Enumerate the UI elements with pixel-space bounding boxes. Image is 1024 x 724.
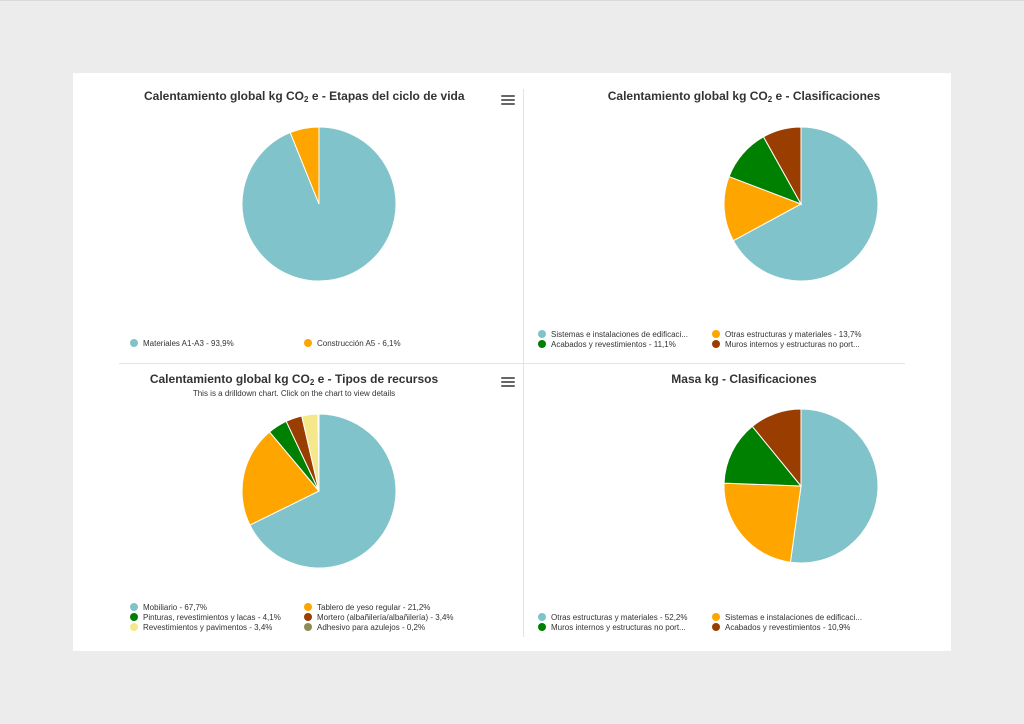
top-border	[0, 0, 1024, 1]
legend-item[interactable]: Muros internos y estructuras no port...	[712, 340, 860, 350]
legend-marker	[130, 603, 138, 611]
chart-menu-icon[interactable]	[501, 95, 515, 107]
legend-marker	[538, 340, 546, 348]
chart-menu-icon[interactable]	[501, 377, 515, 389]
legend-marker	[538, 623, 546, 631]
chart-resource-types: Calentamiento global kg CO2 e - Tipos de…	[73, 364, 521, 651]
chart-subtitle: This is a drilldown chart. Click on the …	[192, 389, 396, 398]
chart-title: Calentamiento global kg CO2 e - Etapas d…	[144, 89, 465, 104]
legend-item[interactable]: Mortero (albañilería/albañilería) - 3,4%	[304, 613, 454, 623]
legend-marker	[712, 613, 720, 621]
legend-item[interactable]: Muros internos y estructuras no port...	[538, 623, 686, 633]
chart-title: Calentamiento global kg CO2 e - Tipos de…	[149, 372, 439, 387]
legend-marker	[304, 613, 312, 621]
legend-item[interactable]: Adhesivo para azulejos - 0,2%	[304, 623, 425, 633]
pie-chart[interactable]	[73, 364, 521, 651]
legend-marker	[130, 613, 138, 621]
legend-marker	[304, 623, 312, 631]
pie-slice[interactable]	[762, 126, 802, 206]
chart-classifications-co2: Calentamiento global kg CO2 e - Clasific…	[524, 73, 951, 363]
legend-marker	[712, 330, 720, 338]
chart-mass-classifications: Masa kg - Clasificaciones Otras estructu…	[524, 364, 951, 651]
dashboard-panel: Calentamiento global kg CO2 e - Etapas d…	[73, 73, 951, 651]
pie-slice[interactable]	[289, 126, 320, 205]
chart-title: Masa kg - Clasificaciones	[671, 372, 817, 386]
pie-slice[interactable]	[317, 413, 320, 492]
horizontal-divider	[119, 363, 905, 364]
chart-lifecycle-stages: Calentamiento global kg CO2 e - Etapas d…	[73, 73, 521, 363]
legend-marker	[130, 623, 138, 631]
legend-item[interactable]: Mobiliario - 67,7%	[130, 603, 207, 613]
pie-slice[interactable]	[249, 413, 397, 569]
legend-item[interactable]: Pinturas, revestimientos y lacas - 4,1%	[130, 613, 281, 623]
chart-title: Calentamiento global kg CO2 e - Clasific…	[607, 89, 881, 104]
pie-slice[interactable]	[723, 175, 803, 242]
legend-marker	[538, 330, 546, 338]
pie-chart[interactable]	[524, 364, 951, 651]
pie-slice[interactable]	[789, 408, 879, 564]
legend-marker	[538, 613, 546, 621]
legend-item[interactable]: Acabados y revestimientos - 11,1%	[538, 340, 676, 350]
legend-item[interactable]: Sistemas e instalaciones de edificaci...	[712, 613, 862, 623]
legend-item[interactable]: Otras estructuras y materiales - 13,7%	[712, 330, 862, 340]
legend-marker	[130, 339, 138, 347]
legend-item[interactable]: Revestimientos y pavimentos - 3,4%	[130, 623, 272, 633]
legend-marker	[304, 603, 312, 611]
pie-slice[interactable]	[241, 431, 320, 526]
pie-chart[interactable]	[524, 73, 951, 363]
legend-item[interactable]: Acabados y revestimientos - 10,9%	[712, 623, 850, 633]
legend-marker	[712, 340, 720, 348]
legend-item[interactable]: Construcción A5 - 6,1%	[304, 339, 401, 349]
pie-slice[interactable]	[723, 482, 802, 563]
pie-slice[interactable]	[732, 126, 879, 282]
legend-item[interactable]: Tablero de yeso regular - 21,2%	[304, 603, 430, 613]
pie-chart[interactable]	[73, 73, 521, 363]
pie-slice[interactable]	[723, 425, 803, 487]
legend-item[interactable]: Materiales A1-A3 - 93,9%	[130, 339, 234, 349]
pie-slice[interactable]	[751, 408, 802, 488]
legend-item[interactable]: Otras estructuras y materiales - 52,2%	[538, 613, 688, 623]
legend-marker	[304, 339, 312, 347]
legend-item[interactable]: Sistemas e instalaciones de edificaci...	[538, 330, 688, 340]
legend-marker	[712, 623, 720, 631]
